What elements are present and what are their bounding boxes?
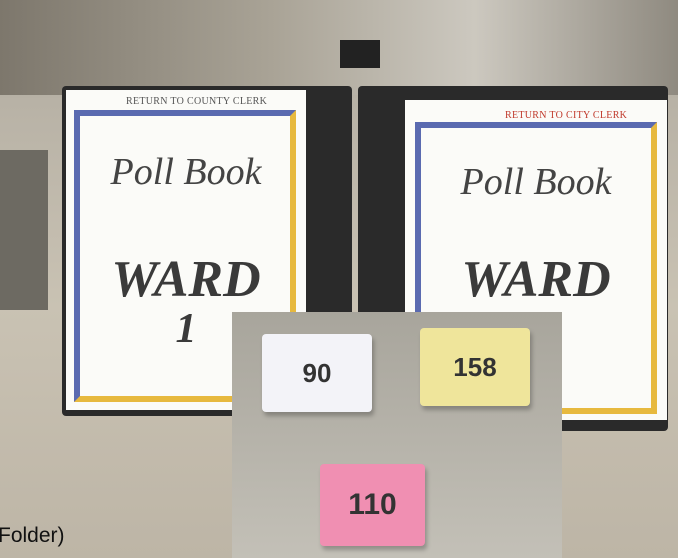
binder-ward: WARD: [405, 250, 667, 309]
pad-yellow: 158: [420, 328, 530, 406]
pad-white: 90: [262, 334, 372, 412]
inset-photo: 90 158 110: [232, 312, 562, 558]
cup-holder: [0, 150, 48, 310]
office-background: [0, 0, 678, 95]
binder-label: RETURN TO CITY CLERK: [505, 110, 627, 121]
binder-ward: WARD: [66, 250, 306, 309]
pad-pink: 110: [320, 464, 425, 546]
photo: RETURN TO COUNTY CLERK Poll Book WARD 1 …: [0, 0, 678, 558]
binder-label: RETURN TO COUNTY CLERK: [126, 96, 267, 107]
binder-title: Poll Book: [66, 150, 306, 194]
binder-title: Poll Book: [405, 160, 667, 204]
caption: Folder): [0, 524, 65, 548]
wall-sign: [340, 40, 380, 68]
